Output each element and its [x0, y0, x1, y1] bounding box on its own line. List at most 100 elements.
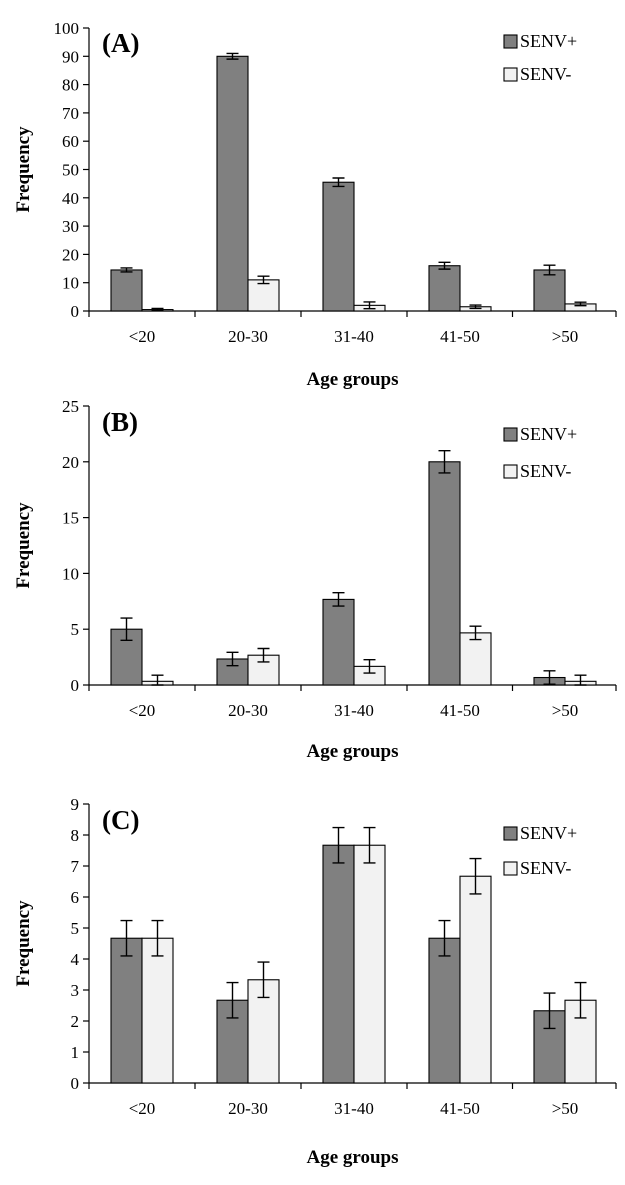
y-tick-label: 6	[71, 888, 80, 907]
y-tick-label: 8	[71, 826, 80, 845]
x-tick-label: <20	[129, 701, 156, 720]
legend-label: SENV-	[520, 858, 571, 878]
legend-label: SENV+	[520, 31, 577, 51]
error-bar	[151, 674, 164, 686]
error-bar	[151, 307, 164, 312]
y-tick-label: 50	[62, 161, 79, 180]
bar-senv-neg	[459, 875, 492, 1084]
error-bar	[543, 992, 556, 1030]
error-bar	[574, 981, 587, 1019]
x-tick-label: 20-30	[228, 701, 268, 720]
error-bar	[363, 658, 376, 674]
legend-swatch	[503, 427, 518, 442]
x-axis-title: Age groups	[306, 369, 398, 390]
y-tick-label: 4	[71, 950, 80, 969]
error-bar	[332, 592, 345, 607]
error-bar	[257, 275, 270, 285]
error-bar	[574, 674, 587, 686]
x-tick-label: >50	[552, 701, 579, 720]
bar-senv-neg	[247, 279, 280, 312]
bar-senv-pos	[322, 181, 355, 312]
legend-label: SENV+	[520, 823, 577, 843]
error-bar	[469, 857, 482, 895]
y-tick-label: 5	[71, 620, 80, 639]
y-tick-label: 5	[71, 919, 80, 938]
y-tick-label: 40	[62, 189, 79, 208]
chart-panel-1: 0 10 20 30 40 50 60 70 80 90 100 <20 20-30 31-40 41-50…	[13, 19, 617, 390]
error-bar	[332, 177, 345, 188]
error-bar	[438, 261, 451, 270]
x-tick-label: 41-50	[440, 327, 480, 346]
y-tick-label: 1	[71, 1043, 80, 1062]
x-tick-label: >50	[552, 327, 579, 346]
error-bar	[226, 52, 239, 60]
error-bar	[574, 301, 587, 307]
x-tick-label: >50	[552, 1099, 579, 1118]
y-tick-label: 100	[54, 19, 80, 38]
y-tick-label: 0	[71, 1074, 80, 1093]
error-bar	[332, 826, 345, 864]
bar-senv-pos	[216, 999, 249, 1084]
x-tick-label: <20	[129, 327, 156, 346]
error-bar	[469, 625, 482, 641]
y-axis-title: Frequency	[13, 900, 34, 987]
bar-senv-neg	[353, 844, 386, 1084]
bar-senv-pos	[216, 55, 249, 312]
error-bar	[120, 267, 133, 273]
y-tick-label: 20	[62, 245, 79, 264]
y-tick-label: 3	[71, 981, 80, 1000]
x-tick-label: 41-50	[440, 1099, 480, 1118]
bar-senv-pos	[322, 844, 355, 1084]
chart-panel-3: 0 1 2 3 4 5 6 7 8 9 <20 20-30 31-40 41-50 >50 (C) SENV+ S…	[13, 795, 617, 1168]
error-bar	[120, 919, 133, 957]
legend-swatch	[503, 826, 518, 841]
x-tick-label: 41-50	[440, 701, 480, 720]
error-bar	[226, 981, 239, 1019]
error-bar	[543, 264, 556, 276]
error-bar	[226, 651, 239, 667]
x-tick-label: 31-40	[334, 701, 374, 720]
y-tick-label: 25	[62, 397, 79, 416]
y-tick-label: 20	[62, 453, 79, 472]
error-bar	[363, 826, 376, 864]
x-axis-title: Age groups	[306, 741, 398, 762]
y-tick-label: 10	[62, 564, 79, 583]
panel-label: (A)	[102, 28, 139, 58]
legend-label: SENV-	[520, 461, 571, 481]
y-tick-label: 2	[71, 1012, 80, 1031]
error-bar	[363, 301, 376, 310]
y-tick-label: 80	[62, 76, 79, 95]
y-tick-label: 9	[71, 795, 80, 814]
error-bar	[543, 670, 556, 685]
y-tick-label: 90	[62, 47, 79, 66]
legend-label: SENV-	[520, 64, 571, 84]
y-tick-label: 0	[71, 676, 80, 695]
y-axis-title: Frequency	[13, 502, 34, 589]
y-tick-label: 10	[62, 274, 79, 293]
error-bar	[257, 647, 270, 663]
legend-swatch	[503, 67, 518, 82]
y-axis-title: Frequency	[13, 126, 34, 213]
bar-senv-pos	[110, 269, 143, 312]
legend-swatch	[503, 464, 518, 479]
y-tick-label: 7	[71, 857, 80, 876]
chart-panel-2: 0 5 10 15 20 25 <20 20-30 31-40 41-50 >50 (B) SENV+ S…	[13, 397, 617, 762]
x-tick-label: 31-40	[334, 327, 374, 346]
x-tick-label: 20-30	[228, 1099, 268, 1118]
x-tick-label: 31-40	[334, 1099, 374, 1118]
error-bar	[257, 961, 270, 999]
bar-senv-pos	[110, 937, 143, 1084]
error-bar	[469, 304, 482, 310]
legend-swatch	[503, 861, 518, 876]
bar-senv-neg	[141, 937, 174, 1084]
bar-senv-pos	[428, 937, 461, 1084]
y-tick-label: 15	[62, 509, 79, 528]
y-tick-label: 70	[62, 104, 79, 123]
bar-senv-pos	[428, 265, 461, 312]
bar-senv-pos	[428, 461, 461, 686]
error-bar	[120, 617, 133, 642]
y-tick-label: 60	[62, 132, 79, 151]
error-bar	[438, 449, 451, 474]
legend-label: SENV+	[520, 424, 577, 444]
